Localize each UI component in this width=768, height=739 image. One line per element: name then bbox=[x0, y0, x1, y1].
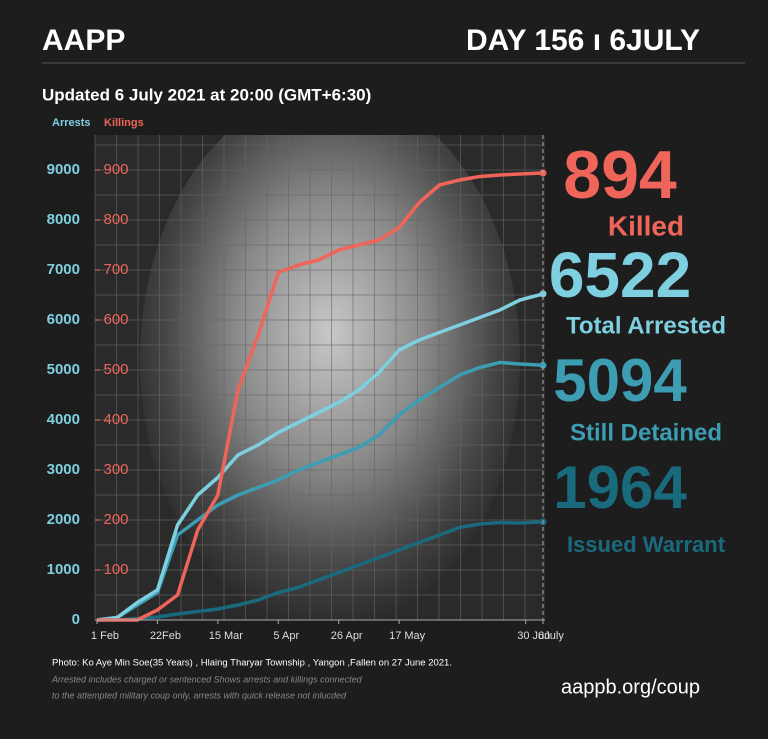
y2-tick-label: 200 bbox=[103, 511, 128, 528]
big-value: 5094 bbox=[553, 347, 687, 414]
legend-label: Still Detained bbox=[570, 419, 722, 446]
y2-tick-label: 900 bbox=[103, 161, 128, 178]
y-tick-label: 3000 bbox=[47, 461, 80, 478]
note: Arrested includes charged or sentenced S… bbox=[51, 674, 363, 684]
brand: AAPP bbox=[42, 24, 125, 57]
url: aappb.org/coup bbox=[561, 676, 700, 698]
x-tick-label: 17 May bbox=[389, 630, 426, 642]
big-value: 894 bbox=[563, 137, 677, 213]
y-tick-label: 5000 bbox=[47, 361, 80, 378]
series-line bbox=[96, 360, 544, 622]
y-tick-label: 6000 bbox=[47, 311, 80, 328]
y2-tick-label: 300 bbox=[103, 461, 128, 478]
y2-tick-label: 100 bbox=[103, 561, 128, 578]
x-tick-label: 26 Apr bbox=[331, 630, 363, 642]
y-tick-label: 0 bbox=[72, 611, 80, 628]
end-dot bbox=[539, 290, 547, 298]
photo-credit: Photo: Ko Aye Min Soe(35 Years) , Hlaing… bbox=[52, 658, 452, 669]
y-tick-label: 8000 bbox=[47, 211, 80, 228]
end-dot bbox=[539, 361, 547, 369]
day-title: DAY 156 ı 6JULY bbox=[466, 24, 700, 57]
x-tick-label: 5 Apr bbox=[273, 630, 299, 642]
y2-tick-label: 800 bbox=[103, 211, 128, 228]
y-tick-label: 1000 bbox=[47, 561, 80, 578]
series-line bbox=[97, 171, 544, 622]
legend-label: Issued Warrant bbox=[567, 532, 726, 557]
y2-label: Killings bbox=[104, 117, 144, 129]
x-tick-label: 6July bbox=[538, 630, 564, 642]
x-tick-label: 30 Jun bbox=[517, 630, 550, 642]
y2-tick-label: 600 bbox=[103, 311, 128, 328]
x-tick-label: 15 Mar bbox=[209, 630, 244, 642]
series-line bbox=[96, 292, 544, 622]
updated: Updated 6 July 2021 at 20:00 (GMT+6:30) bbox=[42, 85, 371, 104]
y2-tick-label: 500 bbox=[103, 361, 128, 378]
series-line bbox=[97, 520, 544, 622]
y-tick-label: 2000 bbox=[47, 511, 80, 528]
y-tick-label: 4000 bbox=[47, 411, 80, 428]
x-tick-label: 22Feb bbox=[150, 630, 181, 642]
legend-label: Killed bbox=[608, 210, 684, 241]
y2-tick-label: 400 bbox=[103, 411, 128, 428]
big-value: 6522 bbox=[549, 239, 691, 311]
y2-tick-label: 700 bbox=[103, 261, 128, 278]
big-value: 1964 bbox=[553, 454, 687, 521]
x-tick-label: 1 Feb bbox=[91, 630, 119, 642]
y-label: Arrests bbox=[52, 117, 91, 129]
photo bbox=[140, 135, 520, 620]
y-tick-label: 9000 bbox=[47, 161, 80, 178]
note: to the attempted military coup only, arr… bbox=[52, 690, 347, 700]
y-tick-label: 7000 bbox=[47, 261, 80, 278]
legend-label: Total Arrested bbox=[566, 312, 726, 339]
